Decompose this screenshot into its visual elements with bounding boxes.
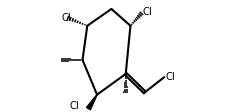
Text: Cl: Cl <box>69 101 79 111</box>
Polygon shape <box>87 95 97 110</box>
Text: Cl: Cl <box>62 13 71 23</box>
Text: Cl: Cl <box>166 72 176 82</box>
Text: Cl: Cl <box>143 7 152 17</box>
